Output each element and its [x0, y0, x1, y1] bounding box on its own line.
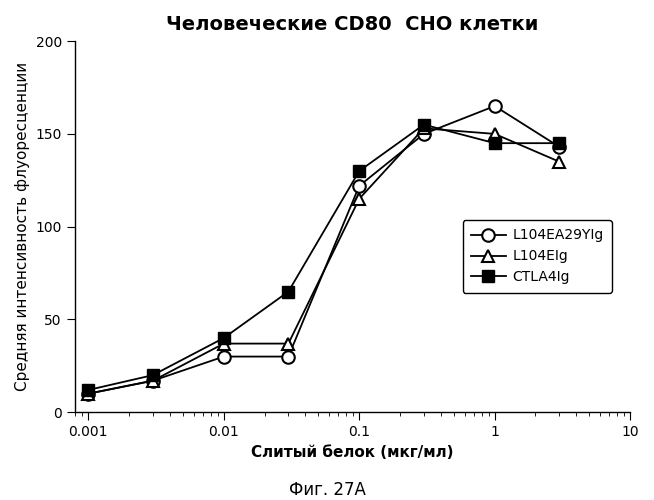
CTLA4Ig [84, 387, 92, 393]
CTLA4Ig [420, 122, 428, 128]
L104EIg [84, 390, 92, 396]
Title: Человеческие CD80  CHO клетки: Человеческие CD80 CHO клетки [167, 15, 539, 34]
L104EA29YIg [355, 183, 363, 189]
L104EIg [420, 126, 428, 132]
L104EIg [149, 378, 157, 384]
L104EA29YIg [220, 354, 228, 360]
L104EIg [490, 131, 498, 137]
L104EIg [355, 196, 363, 202]
CTLA4Ig [490, 140, 498, 146]
L104EA29YIg [84, 390, 92, 396]
L104EA29YIg [420, 131, 428, 137]
L104EIg [284, 340, 292, 346]
Line: CTLA4Ig: CTLA4Ig [82, 119, 565, 396]
L104EIg [555, 158, 563, 164]
Line: L104EIg: L104EIg [82, 123, 565, 399]
X-axis label: Слитый белок (мкг/мл): Слитый белок (мкг/мл) [251, 445, 454, 460]
CTLA4Ig [149, 372, 157, 378]
L104EIg [220, 340, 228, 346]
Line: L104EA29YIg: L104EA29YIg [82, 100, 566, 400]
CTLA4Ig [284, 288, 292, 294]
Legend: L104EA29YIg, L104EIg, CTLA4Ig: L104EA29YIg, L104EIg, CTLA4Ig [462, 220, 612, 292]
L104EA29YIg [555, 144, 563, 150]
L104EA29YIg [284, 354, 292, 360]
L104EA29YIg [490, 103, 498, 109]
CTLA4Ig [555, 140, 563, 146]
Y-axis label: Средняя интенсивность флуоресценции: Средняя интенсивность флуоресценции [15, 62, 30, 391]
L104EA29YIg [149, 378, 157, 384]
CTLA4Ig [355, 168, 363, 174]
CTLA4Ig [220, 335, 228, 341]
Text: Фиг. 27А: Фиг. 27А [288, 481, 366, 499]
